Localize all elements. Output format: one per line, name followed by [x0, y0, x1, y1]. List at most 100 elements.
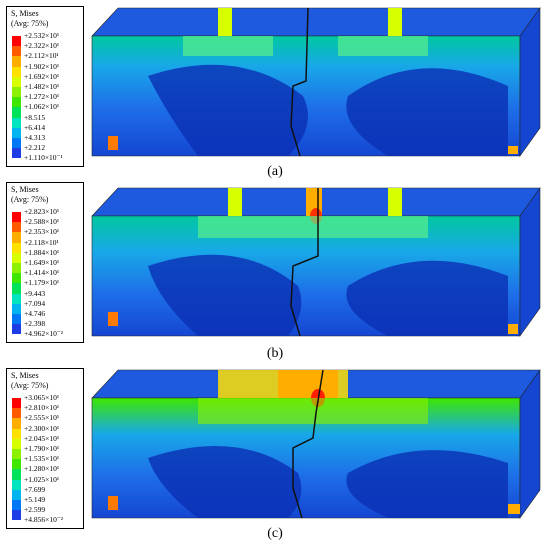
- contour-plot-b: [91, 187, 541, 337]
- legend-level-label: +1.482×10¹: [24, 81, 60, 91]
- legend-row: +2.118×10¹: [10, 237, 83, 253]
- legend-title: S, Mises (Avg: 75%): [11, 371, 49, 390]
- legend-row: +2.588×10¹: [10, 217, 83, 233]
- legend-swatch: [12, 127, 21, 138]
- legend-level-label: +1.179×10¹: [24, 278, 60, 288]
- legend-level-label: +1.902×10¹: [24, 61, 60, 71]
- legend-level-label: +1.110×10⁻¹: [24, 153, 63, 163]
- legend-swatch: [12, 97, 21, 108]
- legend-row: +1.884×10¹: [10, 247, 83, 263]
- legend-row: +2.555×10¹: [10, 413, 83, 429]
- contour-plot-c: [91, 369, 541, 519]
- legend-row: +1.179×10¹: [10, 278, 83, 294]
- legend-row: +2.353×10¹: [10, 227, 83, 243]
- legend-level-label: +1.790×10¹: [24, 443, 60, 453]
- legend-level-label: +4.313: [24, 132, 46, 142]
- legend-swatch: [12, 489, 21, 500]
- legend-row: +1.535×10¹: [10, 454, 83, 470]
- legend-level-label: +2.599: [24, 505, 46, 515]
- legend-row: +1.280×10¹: [10, 464, 83, 480]
- legend-swatch: [12, 469, 21, 480]
- legend-row: +8.515: [10, 112, 83, 128]
- legend-swatch: [12, 499, 21, 511]
- legend-rows: +2.823×10¹ +2.588×10¹ +2.353×10¹ +2.118×10¹…: [10, 207, 83, 339]
- legend-level-label: +1.272×10¹: [24, 92, 60, 102]
- legend-level-label: +2.810×10¹: [24, 403, 60, 413]
- legend-row: +2.532×10¹: [10, 31, 83, 47]
- legend-row: +3.065×10¹: [10, 393, 83, 409]
- panel-c: S, Mises (Avg: 75%) +3.065×10¹ +2.810×10¹…: [0, 364, 550, 546]
- legend-swatch: [12, 66, 21, 77]
- legend-row: +5.149: [10, 494, 83, 511]
- legend-swatch: [12, 212, 21, 223]
- legend-row: +1.272×10¹: [10, 92, 83, 108]
- legend-swatch: [12, 137, 21, 149]
- legend-level-label: +2.353×10¹: [24, 227, 60, 237]
- legend-swatch: [12, 252, 21, 263]
- legend-level-label: +8.515: [24, 112, 46, 122]
- legend-swatch: [12, 313, 21, 325]
- legend-level-label: +2.112×10¹: [24, 51, 59, 61]
- legend-level-label: +2.398: [24, 319, 46, 329]
- legend-swatch: [12, 438, 21, 449]
- legend-level-label: +2.532×10¹: [24, 31, 60, 40]
- legend-row: +2.599: [10, 505, 83, 521]
- legend-row: +2.212: [10, 143, 83, 159]
- legend-rows: +3.065×10¹ +2.810×10¹ +2.555×10¹ +2.300×10¹…: [10, 393, 83, 525]
- legend-row: +2.398: [10, 319, 83, 335]
- legend-swatch: [12, 56, 21, 67]
- caption-a: (a): [267, 164, 283, 179]
- legend-row: +1.649×10¹: [10, 257, 83, 274]
- legend-row: +4.313: [10, 132, 83, 149]
- legend-swatch: [12, 303, 21, 314]
- legend-swatch: [12, 428, 21, 439]
- legend-level-label: +1.649×10¹: [24, 257, 60, 267]
- legend-level-label: +1.414×10¹: [24, 268, 60, 278]
- legend-row: +2.300×10¹: [10, 424, 83, 439]
- legend-level-label: +2.322×10¹: [24, 41, 60, 51]
- legend-row: +1.062×10¹: [10, 102, 83, 118]
- legend-row: +1.025×10¹: [10, 474, 83, 490]
- legend-swatch: [12, 283, 21, 294]
- legend-row: +2.045×10¹: [10, 433, 83, 449]
- legend-level-label: +6.414: [24, 122, 46, 132]
- legend-level-label: +1.025×10¹: [24, 474, 60, 484]
- legend-title: S, Mises (Avg: 75%): [11, 9, 49, 28]
- legend-level-label: +7.699: [24, 484, 46, 494]
- legend-level-label: +2.045×10¹: [24, 433, 60, 443]
- legend-row: +1.790×10¹: [10, 443, 83, 460]
- caption-c: (c): [267, 526, 283, 541]
- legend-row: +2.810×10¹: [10, 403, 83, 419]
- legend-row: +1.902×10¹: [10, 61, 83, 77]
- legend-level-label: +3.065×10¹: [24, 393, 60, 402]
- legend-title: S, Mises (Avg: 75%): [11, 185, 49, 204]
- legend-row: +2.322×10¹: [10, 41, 83, 57]
- legend-swatch: [12, 262, 21, 274]
- legend-swatch: [12, 76, 21, 87]
- legend-rows: +2.532×10¹ +2.322×10¹ +2.112×10¹ +1.902×10¹…: [10, 31, 83, 163]
- legend-swatch: [12, 273, 21, 284]
- legend-swatch: [12, 117, 21, 128]
- contour-plot-a: [91, 7, 541, 157]
- legend-row: +9.443: [10, 289, 83, 304]
- legend-swatch: [12, 222, 21, 233]
- legend-swatch: [12, 510, 21, 521]
- legend-row: +1.110×10⁻¹: [10, 153, 83, 163]
- legend-swatch: [12, 242, 21, 253]
- legend-row: +7.699: [10, 484, 83, 500]
- legend-row: +4.746: [10, 309, 83, 325]
- legend-level-label: +2.212: [24, 143, 46, 153]
- legend-level-label: +2.118×10¹: [24, 237, 59, 247]
- legend-swatch: [12, 398, 21, 409]
- legend-swatch: [12, 86, 21, 98]
- legend-level-label: +5.149: [24, 494, 46, 504]
- legend-row: +4.962×10⁻²: [10, 329, 83, 339]
- legend-level-label: +1.884×10¹: [24, 247, 60, 257]
- panel-b: S, Mises (Avg: 75%) +2.823×10¹ +2.588×10¹…: [0, 182, 550, 364]
- legend-level-label: +2.823×10¹: [24, 207, 60, 216]
- legend-level-label: +1.535×10¹: [24, 454, 60, 464]
- legend-row: +2.112×10¹: [10, 51, 83, 67]
- legend-row: +1.414×10¹: [10, 268, 83, 284]
- legend-level-label: +2.588×10¹: [24, 217, 60, 227]
- caption-b: (b): [266, 346, 284, 361]
